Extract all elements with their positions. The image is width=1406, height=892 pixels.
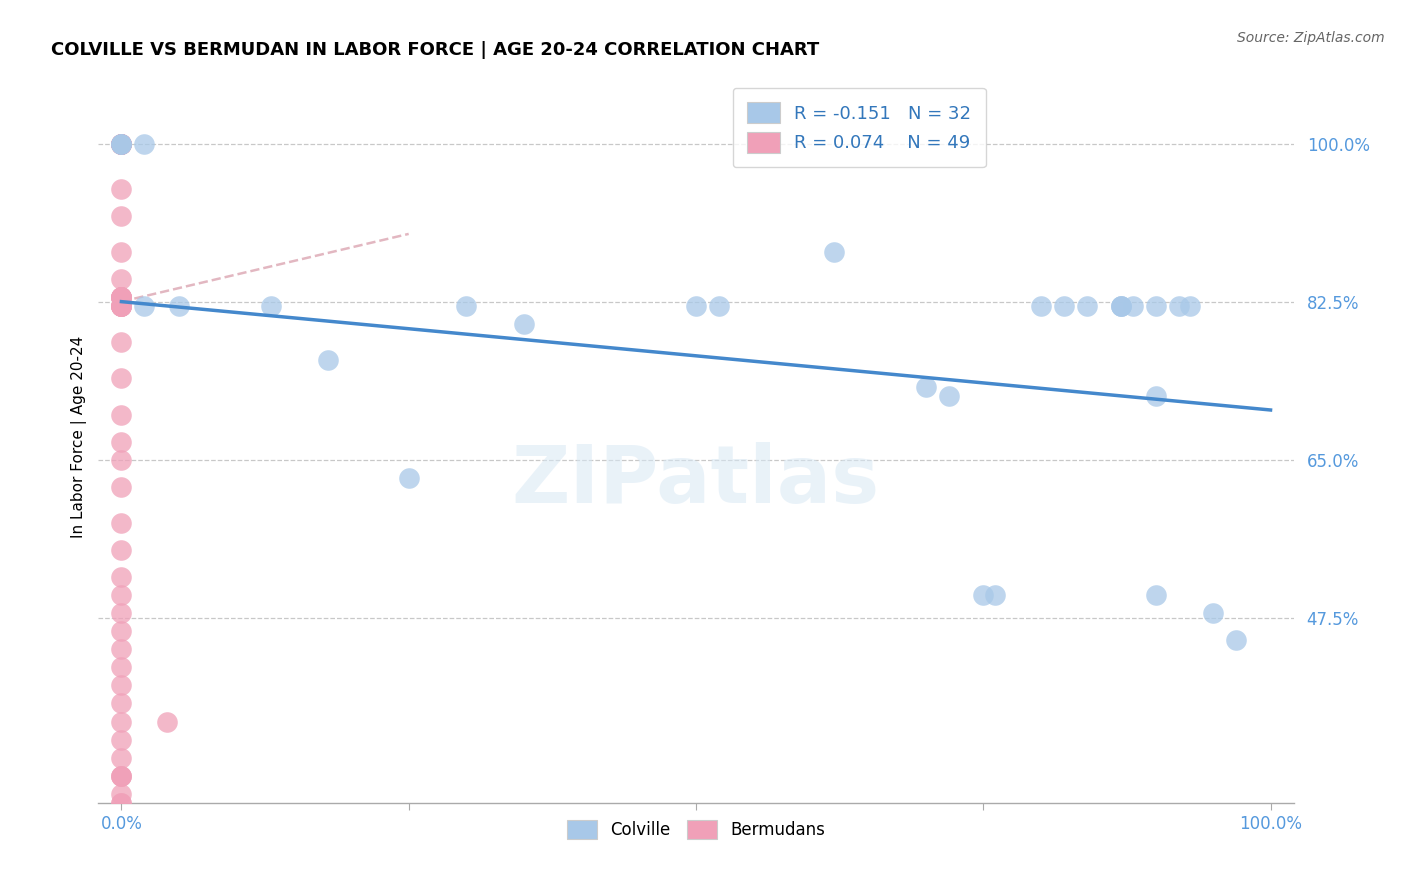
Legend: Colville, Bermudans: Colville, Bermudans <box>560 814 832 846</box>
Point <box>456 299 478 313</box>
Point <box>1225 633 1247 648</box>
Point <box>110 290 132 304</box>
Point <box>110 750 132 764</box>
Point <box>110 299 132 313</box>
Point <box>110 290 132 304</box>
Point <box>110 299 132 313</box>
Point <box>110 660 132 674</box>
Point <box>316 353 339 368</box>
Point <box>972 588 994 602</box>
Point <box>110 136 132 151</box>
Point <box>823 244 845 259</box>
Point <box>110 136 132 151</box>
Point <box>512 317 534 331</box>
Point <box>110 299 132 313</box>
Point <box>110 480 132 494</box>
Point <box>110 136 132 151</box>
Y-axis label: In Labor Force | Age 20-24: In Labor Force | Age 20-24 <box>72 336 87 538</box>
Point <box>1144 588 1167 602</box>
Point <box>110 136 132 151</box>
Point <box>110 570 132 584</box>
Point <box>110 732 132 747</box>
Point <box>110 714 132 729</box>
Point <box>110 335 132 350</box>
Point <box>110 136 132 151</box>
Point <box>110 588 132 602</box>
Point <box>685 299 707 313</box>
Point <box>1109 299 1132 313</box>
Point <box>110 209 132 223</box>
Point <box>110 516 132 530</box>
Text: ZIPatlas: ZIPatlas <box>512 442 880 520</box>
Point <box>1144 389 1167 403</box>
Point <box>1167 299 1189 313</box>
Text: Source: ZipAtlas.com: Source: ZipAtlas.com <box>1237 31 1385 45</box>
Point <box>984 588 1007 602</box>
Point <box>110 606 132 620</box>
Point <box>110 434 132 449</box>
Point <box>1109 299 1132 313</box>
Point <box>110 624 132 639</box>
Point <box>110 452 132 467</box>
Point <box>110 290 132 304</box>
Point <box>110 769 132 783</box>
Point <box>110 769 132 783</box>
Point <box>110 244 132 259</box>
Point <box>110 299 132 313</box>
Point <box>134 299 156 313</box>
Point <box>110 290 132 304</box>
Point <box>110 136 132 151</box>
Point <box>1202 606 1225 620</box>
Point <box>1122 299 1144 313</box>
Point <box>110 642 132 657</box>
Point <box>110 136 132 151</box>
Point <box>1029 299 1052 313</box>
Point <box>110 678 132 692</box>
Point <box>707 299 730 313</box>
Point <box>110 182 132 196</box>
Point <box>110 796 132 810</box>
Point <box>110 787 132 801</box>
Point <box>1053 299 1076 313</box>
Point <box>156 714 179 729</box>
Point <box>134 136 156 151</box>
Point <box>110 299 132 313</box>
Point <box>398 471 420 485</box>
Text: COLVILLE VS BERMUDAN IN LABOR FORCE | AGE 20-24 CORRELATION CHART: COLVILLE VS BERMUDAN IN LABOR FORCE | AG… <box>51 41 818 59</box>
Point <box>110 299 132 313</box>
Point <box>110 371 132 385</box>
Point <box>110 136 132 151</box>
Point <box>110 290 132 304</box>
Point <box>1109 299 1132 313</box>
Point <box>167 299 190 313</box>
Point <box>1144 299 1167 313</box>
Point <box>110 136 132 151</box>
Point <box>110 136 132 151</box>
Point <box>260 299 283 313</box>
Point <box>938 389 960 403</box>
Point <box>110 769 132 783</box>
Point <box>110 543 132 558</box>
Point <box>1076 299 1098 313</box>
Point <box>110 290 132 304</box>
Point <box>110 796 132 810</box>
Point <box>914 380 936 394</box>
Point <box>110 272 132 286</box>
Point <box>1178 299 1201 313</box>
Point <box>110 408 132 422</box>
Point <box>110 697 132 711</box>
